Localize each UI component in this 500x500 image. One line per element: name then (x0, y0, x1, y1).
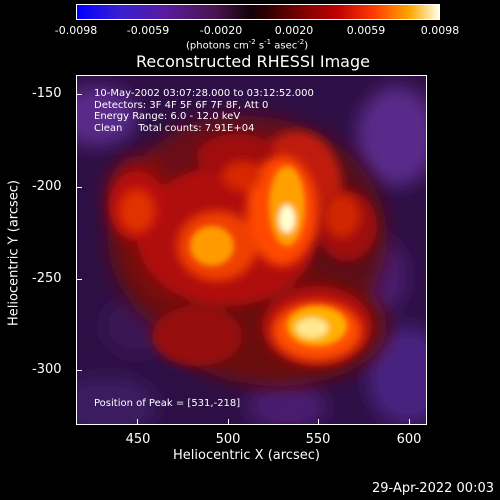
clean-counts: Clean Total counts: 7.91E+04 (94, 122, 255, 134)
colorbar-tick: 0.0059 (346, 24, 386, 37)
generation-timestamp: 29-Apr-2022 00:03 (372, 481, 494, 496)
time-range: 10-May-2002 03:07:28.000 to 03:12:52.000 (94, 88, 314, 99)
x-tick-label: 450 (125, 432, 151, 447)
y-tick-label: -150 (32, 86, 62, 101)
x-tick-label: 550 (305, 432, 331, 447)
x-tick-label: 600 (396, 432, 422, 447)
rhessi-heatmap (77, 76, 426, 424)
x-axis-label: Heliocentric X (arcsec) (173, 448, 320, 463)
colorbar-unit: (photons cm-2 s-1 asec-2) (186, 38, 309, 52)
image-title: Reconstructed RHESSI Image (136, 52, 370, 71)
x-tick-mark (137, 419, 138, 425)
colorbar-tick: -0.0059 (126, 24, 170, 37)
y-tick-label: -200 (32, 179, 62, 194)
emission-peaks (190, 166, 347, 346)
y-tick-mark (76, 370, 82, 371)
detectors: Detectors: 3F 4F 5F 6F 7F 8F, Att 0 (94, 99, 269, 111)
y-tick-mark (76, 94, 82, 95)
y-tick-label: -300 (32, 362, 62, 377)
colorbar-tick: -0.0020 (199, 24, 243, 37)
energy-range: Energy Range: 6.0 - 12.0 keV (94, 111, 241, 122)
x-tick-mark (228, 419, 229, 425)
x-tick-mark (318, 419, 319, 425)
colorbar (76, 4, 440, 20)
y-tick-mark (76, 187, 82, 188)
colorbar-tick: -0.0098 (54, 24, 98, 37)
colorbar-tick: 0.0098 (420, 24, 460, 37)
y-tick-mark (76, 279, 82, 280)
rhessi-image: 10-May-2002 03:07:28.000 to 03:12:52.000… (76, 75, 427, 425)
colorbar-tick: 0.0020 (274, 24, 314, 37)
x-tick-mark (409, 419, 410, 425)
y-axis-label: Heliocentric Y (arcsec) (6, 180, 22, 326)
y-tick-label: -250 (32, 271, 62, 286)
x-tick-label: 500 (215, 432, 241, 447)
peak-position: Position of Peak = [531,-218] (94, 398, 241, 409)
